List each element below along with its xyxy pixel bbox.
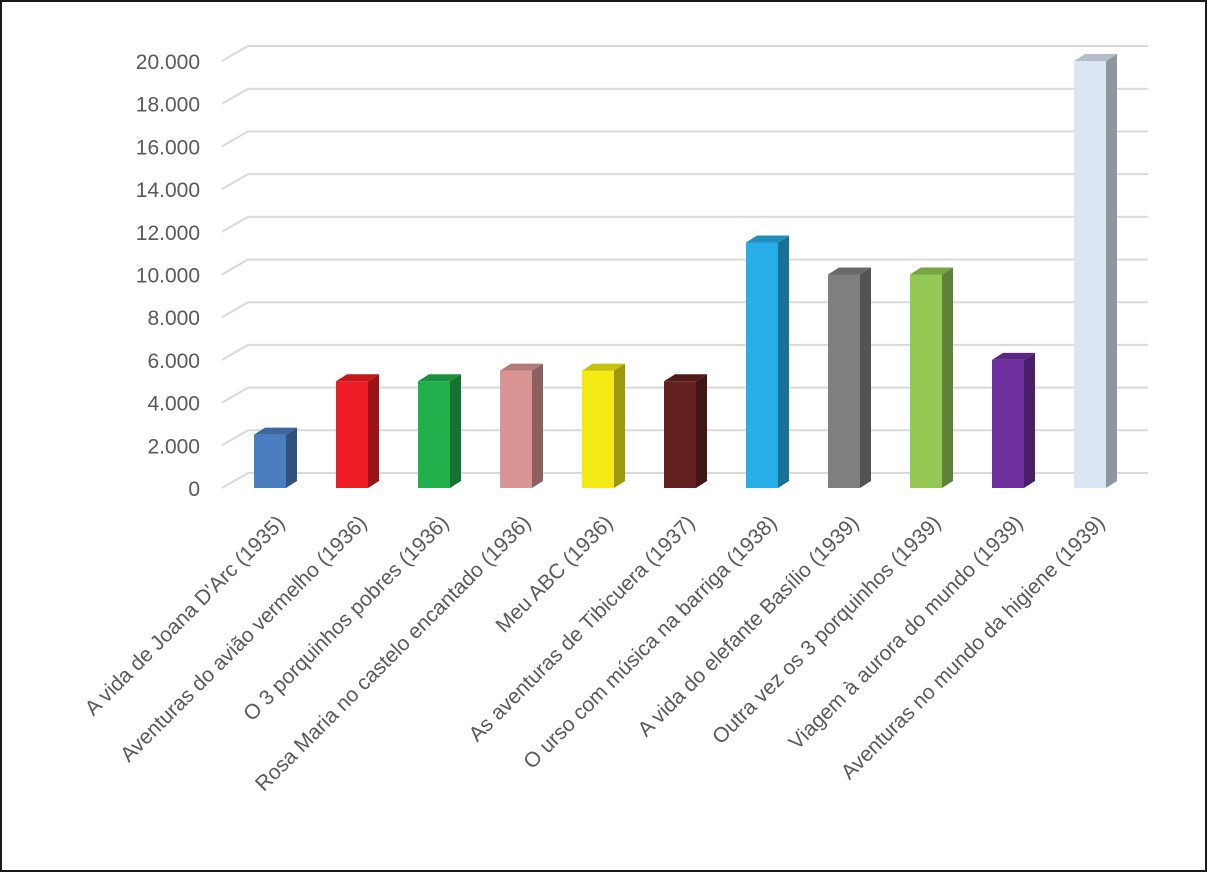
bar-side [614,363,625,488]
y-tick-label: 16.000 [136,136,200,159]
bar [254,427,297,488]
bar [500,363,543,488]
bar [828,267,871,488]
y-tick-label: 20.000 [136,51,200,74]
bar [664,374,707,488]
gridline [221,45,1148,62]
y-tick-label: 4.000 [147,393,200,416]
bar-side [368,374,379,488]
bar-top [746,235,789,243]
bar-top [418,374,461,382]
bar [746,235,789,488]
gridline [221,87,1148,105]
bar-front [746,242,778,488]
bar-side [942,267,953,488]
bar [910,267,953,488]
bars [254,54,1117,488]
y-tick-label: 10.000 [136,265,200,288]
bar-top [582,363,625,371]
y-tick-label: 2.000 [147,435,200,458]
gridline [221,301,1148,319]
bar-side [778,235,789,488]
gridline [221,173,1148,190]
bar [336,374,379,488]
bar-front [664,381,696,488]
bar-front [910,274,942,488]
bar-front [1074,61,1106,488]
gridline [221,130,1148,148]
bar-top [336,374,379,382]
bar-front [500,370,532,488]
bar [1074,54,1117,488]
x-axis-categories: A vida de Joana D'Arc (1935)Aventuras do… [81,511,1110,796]
gridline [221,215,1148,233]
bar [992,352,1035,488]
y-tick-label: 12.000 [136,222,200,245]
bar [582,363,625,488]
bar-top [254,427,297,435]
y-tick-label: 0 [188,478,200,501]
bar-side [286,427,297,488]
bar [418,374,461,488]
bar-side [860,267,871,488]
bar-front [336,381,368,488]
bar-front [992,359,1024,488]
y-tick-label: 18.000 [136,94,200,117]
bar-top [828,267,871,275]
y-axis-ticks: 0 2.000 4.000 6.000 8.000 10.000 12.000 14.000 1… [136,51,200,501]
bar-front [418,381,450,488]
bar-side [1024,352,1035,488]
bar-top [500,363,543,371]
bar-front [582,370,614,488]
bar-top [992,352,1035,360]
bar-side [696,374,707,488]
bar-top [664,374,707,382]
y-tick-label: 8.000 [147,307,200,330]
gridline [221,258,1148,276]
bar-side [450,374,461,488]
bar-side [1106,54,1117,488]
bar-top [1074,54,1117,61]
bar-side [532,363,543,488]
bar-front [828,274,860,488]
y-tick-label: 14.000 [136,179,200,202]
bar-top [910,267,953,275]
y-tick-label: 6.000 [147,350,200,373]
bar-front [254,434,286,488]
